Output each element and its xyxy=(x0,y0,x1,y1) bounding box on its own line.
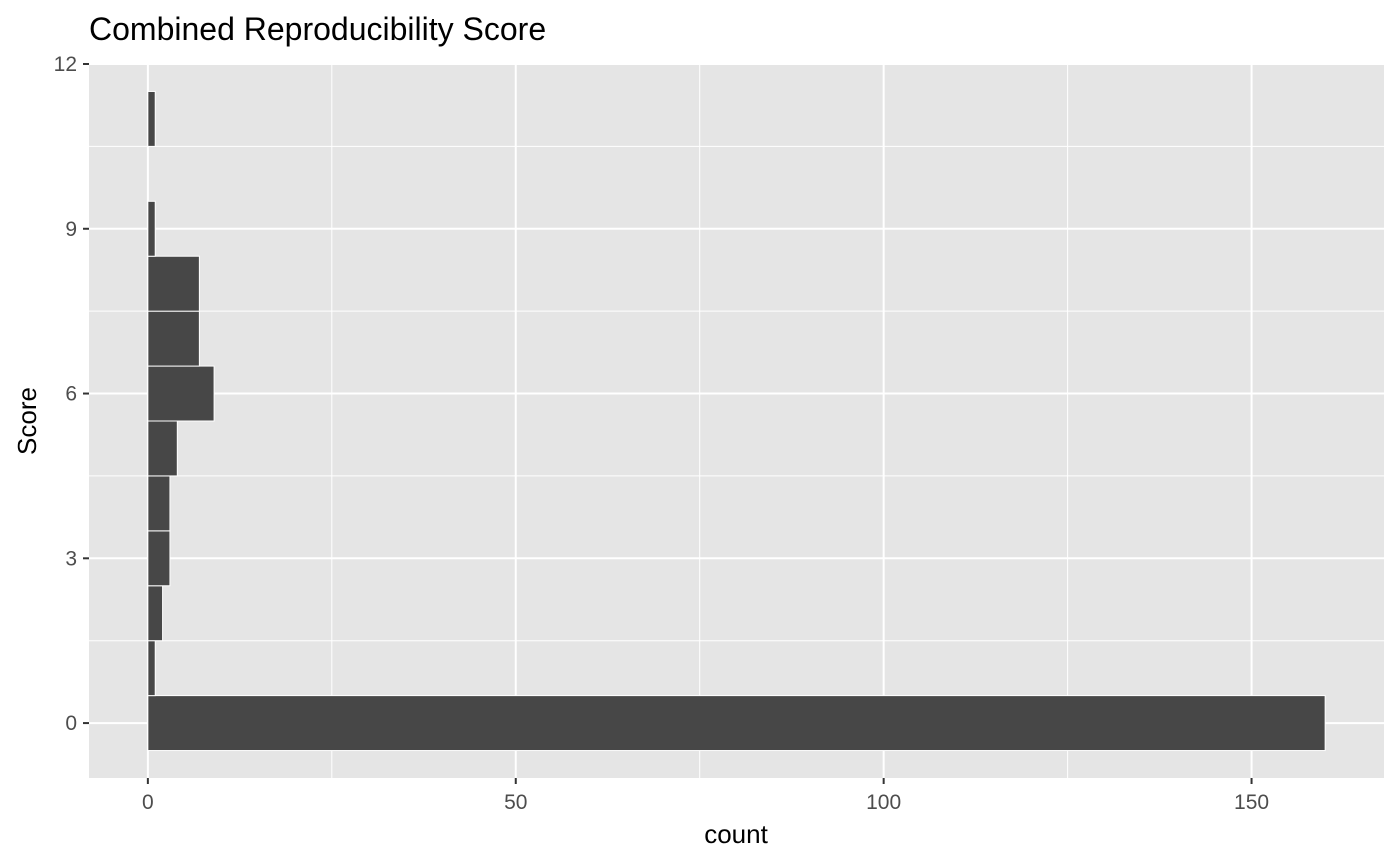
bar-score-2 xyxy=(147,585,164,642)
y-tick-label: 6 xyxy=(65,383,77,406)
y-axis-title: Score xyxy=(12,387,42,455)
chart-title: Combined Reproducibility Score xyxy=(89,11,546,47)
bar-score-5 xyxy=(147,420,178,477)
bar-score-0 xyxy=(147,695,1326,752)
y-tick-label: 0 xyxy=(65,712,77,735)
x-tick-label: 50 xyxy=(504,791,527,814)
bar-score-6 xyxy=(147,365,215,422)
x-tick-label: 100 xyxy=(866,791,901,814)
bar-score-11 xyxy=(147,90,156,147)
bar-score-8 xyxy=(147,255,200,312)
bar-score-4 xyxy=(147,475,171,532)
x-axis-title: count xyxy=(704,819,768,849)
plot-panel xyxy=(89,64,1384,778)
x-tick-label: 0 xyxy=(142,791,154,814)
bars xyxy=(147,90,1326,752)
minor-gridlines xyxy=(89,64,1384,778)
bar-score-7 xyxy=(147,310,200,367)
bar-score-1 xyxy=(147,640,156,697)
y-tick-label: 3 xyxy=(65,547,77,570)
y-tick-label: 9 xyxy=(65,218,77,241)
x-axis: 0 50 100 150 xyxy=(142,778,1269,814)
y-tick-label: 12 xyxy=(54,53,77,76)
y-axis: 0 3 6 9 12 xyxy=(54,53,89,735)
x-tick-label: 150 xyxy=(1234,791,1269,814)
bar-score-3 xyxy=(147,530,171,587)
bar-score-9 xyxy=(147,200,156,257)
